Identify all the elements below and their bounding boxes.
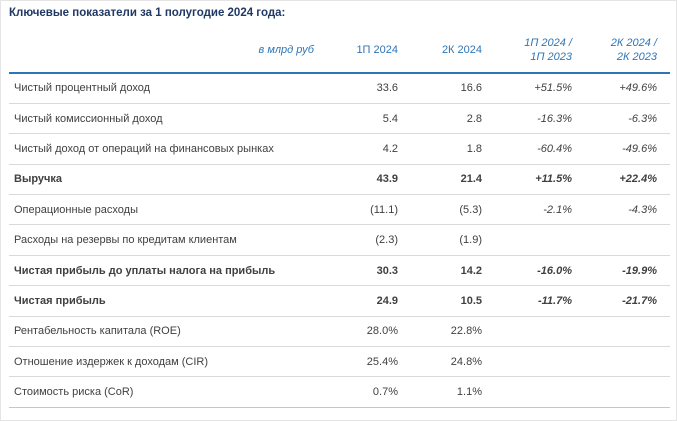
- header-line-bottom: 1П 2023: [530, 51, 572, 63]
- cell-2k2024: 1.1%: [456, 386, 482, 399]
- table-row: Чистая прибыль до уплаты налога на прибы…: [9, 255, 670, 286]
- report-page: Ключевые показатели за 1 полугодие 2024 …: [1, 1, 676, 408]
- cell-2k-change: [572, 225, 670, 255]
- cell-1p-change: [482, 316, 572, 346]
- header-line-top: 1П 2024 /: [524, 37, 572, 49]
- cell-1p-change: -60.4%: [537, 142, 572, 155]
- table-row: Операционные расходы (11.1) (5.3) -2.1% …: [9, 195, 670, 225]
- cell-1p2024: 24.9: [376, 294, 398, 307]
- row-label: Чистая прибыль до уплаты налога на прибы…: [14, 264, 276, 277]
- page-title: Ключевые показатели за 1 полугодие 2024 …: [9, 7, 286, 19]
- cell-1p2024: (2.3): [375, 234, 398, 247]
- row-label: Чистый доход от операций на финансовых р…: [14, 142, 274, 155]
- column-header-1p2024: 1П 2024: [356, 44, 398, 56]
- cell-2k2024: 1.8: [466, 142, 482, 155]
- column-header-2k2024: 2К 2024: [441, 44, 482, 56]
- cell-2k2024: 16.6: [460, 82, 482, 95]
- header-line-top: 2К 2024 /: [610, 37, 657, 49]
- cell-1p-change: [482, 377, 572, 407]
- column-header-unit: в млрд руб: [9, 31, 314, 73]
- table-row: Расходы на резервы по кредитам клиентам …: [9, 225, 670, 256]
- cell-2k2024: (1.9): [459, 234, 482, 247]
- row-label: Расходы на резервы по кредитам клиентам: [14, 234, 237, 247]
- cell-2k-change: -6.3%: [628, 112, 657, 125]
- cell-1p2024: (11.1): [370, 203, 398, 216]
- cell-1p-change: +11.5%: [535, 173, 572, 186]
- table-header-row: в млрд руб 1П 2024 2К 2024 1П 2024 / 1П …: [9, 31, 670, 73]
- cell-1p-change: -2.1%: [543, 203, 572, 216]
- cell-2k2024: 14.2: [460, 264, 482, 277]
- cell-2k2024: 24.8%: [450, 355, 482, 368]
- cell-2k-change: [572, 316, 670, 346]
- table-row: Чистая прибыль 24.9 10.5 -11.7% -21.7%: [9, 286, 670, 317]
- cell-2k-change: -21.7%: [622, 294, 657, 307]
- cell-1p-change: [482, 225, 572, 255]
- cell-1p2024: 30.3: [376, 264, 398, 277]
- cell-2k2024: (5.3): [459, 203, 482, 216]
- cell-1p2024: 5.4: [382, 112, 398, 125]
- cell-1p-change: -11.7%: [537, 294, 572, 307]
- cell-2k-change: [572, 377, 670, 407]
- cell-2k2024: 21.4: [460, 173, 482, 186]
- row-label: Стоимость риска (CoR): [14, 386, 134, 399]
- cell-1p2024: 0.7%: [372, 386, 398, 399]
- cell-1p-change: [482, 347, 572, 377]
- table-row: Чистый доход от операций на финансовых р…: [9, 134, 670, 165]
- row-label: Рентабельность капитала (ROE): [14, 325, 181, 338]
- row-label: Чистая прибыль: [14, 294, 106, 307]
- cell-1p2024: 4.2: [382, 142, 398, 155]
- cell-1p2024: 43.9: [376, 173, 398, 186]
- row-label: Чистый комиссионный доход: [14, 112, 163, 125]
- cell-2k-change: +49.6%: [619, 82, 657, 95]
- cell-2k2024: 22.8%: [450, 325, 482, 338]
- cell-1p-change: -16.0%: [537, 264, 572, 277]
- cell-2k2024: 2.8: [466, 112, 482, 125]
- cell-1p2024: 28.0%: [366, 325, 398, 338]
- row-label: Выручка: [14, 173, 63, 186]
- row-label: Чистый процентный доход: [14, 82, 150, 95]
- cell-1p-change: -16.3%: [537, 112, 572, 125]
- column-header-1p-change: 1П 2024 / 1П 2023: [482, 31, 572, 73]
- table-row: Рентабельность капитала (ROE) 28.0% 22.8…: [9, 316, 670, 347]
- kpi-table: в млрд руб 1П 2024 2К 2024 1П 2024 / 1П …: [9, 31, 670, 408]
- cell-2k-change: [572, 347, 670, 377]
- cell-1p2024: 25.4%: [366, 355, 398, 368]
- row-label: Операционные расходы: [14, 203, 138, 216]
- unit-label: в млрд руб: [258, 44, 314, 56]
- cell-2k-change: -19.9%: [622, 264, 657, 277]
- cell-1p-change: +51.5%: [534, 82, 572, 95]
- cell-2k-change: -49.6%: [622, 142, 657, 155]
- table-row: Чистый процентный доход 33.6 16.6 +51.5%…: [9, 73, 670, 104]
- cell-1p2024: 33.6: [376, 82, 398, 95]
- table-row: Отношение издержек к доходам (CIR) 25.4%…: [9, 347, 670, 377]
- cell-2k2024: 10.5: [460, 294, 482, 307]
- table-row: Чистый комиссионный доход 5.4 2.8 -16.3%…: [9, 103, 670, 134]
- row-label: Отношение издержек к доходам (CIR): [14, 355, 209, 368]
- cell-2k-change: -4.3%: [628, 203, 657, 216]
- cell-2k-change: +22.4%: [619, 173, 657, 186]
- header-line-bottom: 2К 2023: [616, 51, 657, 63]
- table-row: Выручка 43.9 21.4 +11.5% +22.4%: [9, 164, 670, 195]
- column-header-2k-change: 2К 2024 / 2К 2023: [572, 31, 670, 73]
- table-row: Стоимость риска (CoR) 0.7% 1.1%: [9, 377, 670, 408]
